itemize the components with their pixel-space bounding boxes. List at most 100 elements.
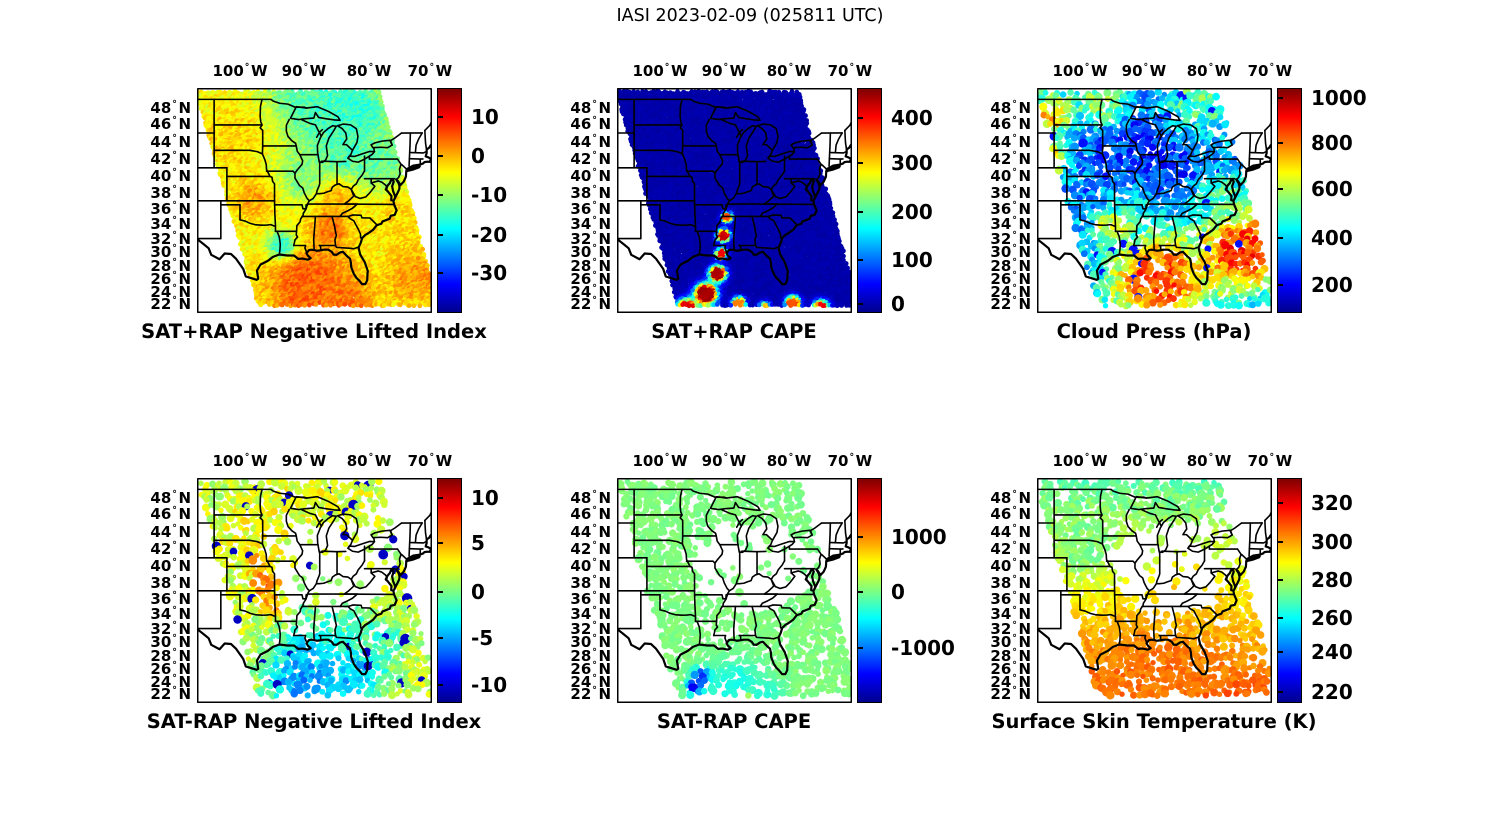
axis-tick-label: 22° N [570,295,611,314]
degree-symbol: ° [592,167,597,179]
axis-tick-label: 100° W [632,452,688,470]
colorbar-tick-mark [858,646,863,649]
axis-tick-label: 90° W [281,62,327,80]
degree-symbol: ° [172,573,177,585]
axis-tick-label: 48° N [990,99,1031,118]
colorbar-tick-mark [438,193,443,196]
degree-symbol: ° [172,256,177,268]
map-canvas [197,88,432,313]
degree-symbol: ° [592,522,597,534]
colorbar-tick-label: 260 [1311,605,1353,630]
colorbar-tick-mark [438,271,443,274]
axis-tick-label: 70° W [1247,452,1293,470]
axis-tick-label: 26° N [150,270,191,289]
longitude-axis: 100° W 90° W 80° W 70° W [135,60,555,82]
axis-tick-label: 100° W [632,62,688,80]
colorbar-tick-mark [438,636,443,639]
axis-tick-label: 46° N [570,505,611,524]
axis-tick-label: 24° N [990,672,1031,691]
degree-symbol: ° [592,183,597,195]
degree-symbol: ° [592,540,597,552]
axis-tick-label: 44° N [150,522,191,541]
map-canvas [617,478,852,703]
axis-tick-label: 32° N [150,619,191,638]
axis-tick-label: 90° W [1121,452,1167,470]
degree-symbol: ° [1012,489,1017,501]
longitude-axis: 100° W 90° W 80° W 70° W [975,60,1395,82]
colorbar-tick-label: -30 [471,260,508,285]
axis-tick-label: 46° N [150,505,191,524]
colorbar-tick-mark [438,497,443,500]
colorbar-tick-label: 0 [891,579,905,604]
colorbar-tick-label: 400 [1311,225,1353,250]
axis-tick-label: 34° N [990,215,1031,234]
degree-symbol: ° [172,672,177,684]
degree-symbol: ° [592,270,597,282]
degree-symbol: ° [592,295,597,307]
axis-tick-label: 100° W [212,452,268,470]
axis-tick-label: 32° N [570,619,611,638]
colorbar-tick-label: 100 [891,248,933,273]
degree-symbol: ° [172,619,177,631]
degree-symbol: ° [1084,62,1090,73]
degree-symbol: ° [1012,633,1017,645]
axis-tick-label: 44° N [570,522,611,541]
degree-symbol: ° [172,540,177,552]
degree-symbol: ° [172,605,177,617]
map-panel-2: 100° W 90° W 80° W 70° W 48° N 46° N 44° N 42° N 40° N 38… [555,58,975,368]
degree-symbol: ° [172,646,177,658]
degree-symbol: ° [1269,452,1275,463]
colorbar-tick-label: -1000 [891,635,955,660]
degree-symbol: ° [172,505,177,517]
axis-tick-label: 38° N [150,183,191,202]
degree-symbol: ° [664,62,670,73]
degree-symbol: ° [592,115,597,127]
colorbar-tick-mark [858,210,863,213]
axis-tick-label: 26° N [990,660,1031,679]
colorbar-gradient [437,88,462,313]
degree-symbol: ° [172,132,177,144]
axis-tick-label: 42° N [570,540,611,559]
axis-tick-label: 30° N [570,243,611,262]
colorbar-tick-label: 5 [471,531,485,556]
colorbar-tick-mark [858,259,863,262]
degree-symbol: ° [1084,452,1090,463]
axis-tick-label: 30° N [990,243,1031,262]
degree-symbol: ° [592,660,597,672]
axis-tick-label: 24° N [150,672,191,691]
degree-symbol: ° [592,256,597,268]
degree-symbol: ° [1012,199,1017,211]
panel-title: SAT+RAP Negative Lifted Index [141,320,487,343]
axis-tick-label: 80° W [1186,452,1232,470]
colorbar-tick-mark [858,590,863,593]
colorbar-tick-mark [438,234,443,237]
colorbar-tick-label: 0 [891,291,905,316]
axis-tick-label: 36° N [570,589,611,608]
axis-tick-label: 26° N [990,270,1031,289]
axis-tick-label: 24° N [570,672,611,691]
axis-tick-label: 28° N [150,646,191,665]
degree-symbol: ° [172,522,177,534]
colorbar-tick-label: 300 [1311,530,1353,555]
axis-tick-label: 40° N [570,557,611,576]
axis-tick-label: 40° N [570,167,611,186]
degree-symbol: ° [172,99,177,111]
axis-tick-label: 90° W [281,452,327,470]
degree-symbol: ° [1012,660,1017,672]
axis-tick-label: 22° N [990,685,1031,704]
degree-symbol: ° [1012,295,1017,307]
degree-symbol: ° [172,589,177,601]
degree-symbol: ° [172,150,177,162]
axis-tick-label: 32° N [990,619,1031,638]
axis-tick-label: 46° N [990,505,1031,524]
degree-symbol: ° [1012,183,1017,195]
axis-tick-label: 44° N [150,132,191,151]
degree-symbol: ° [1012,619,1017,631]
colorbar-tick-mark [438,590,443,593]
colorbar-tick-label: -5 [471,625,494,650]
degree-symbol: ° [172,199,177,211]
axis-tick-label: 70° W [407,62,453,80]
colorbar-tick-label: 1000 [891,524,947,549]
map-canvas [617,88,852,313]
